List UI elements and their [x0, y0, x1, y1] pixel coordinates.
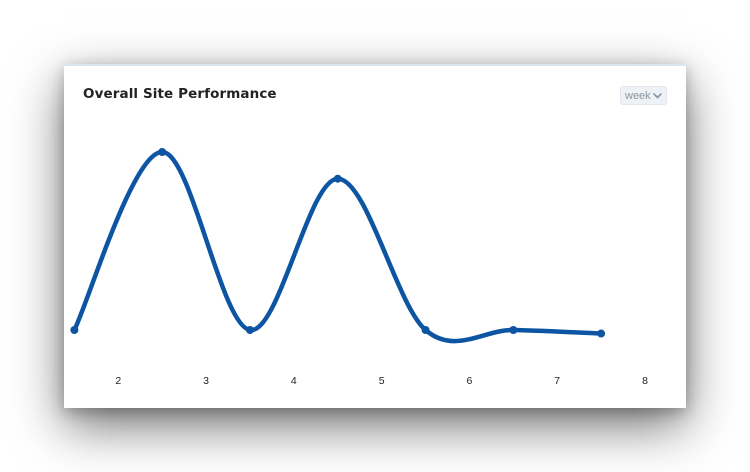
data-point[interactable]	[509, 326, 518, 334]
data-point[interactable]	[421, 326, 430, 334]
x-tick-label: 8	[642, 375, 648, 387]
x-tick-label: 3	[203, 375, 209, 387]
chevron-down-icon	[652, 91, 662, 101]
data-point[interactable]	[245, 326, 254, 334]
period-select-value: week	[625, 89, 651, 102]
x-tick-label: 2	[115, 375, 121, 387]
x-tick-label: 6	[467, 375, 473, 387]
performance-card: Overall Site Performance week 2 3 4 5 6 7 8	[64, 64, 686, 408]
x-tick-label: 4	[291, 375, 297, 387]
data-point[interactable]	[70, 326, 79, 334]
x-axis-ticks: 2 3 4 5 6 7 8	[115, 375, 648, 387]
data-point[interactable]	[333, 174, 342, 183]
data-point[interactable]	[597, 329, 606, 338]
period-select[interactable]: week	[620, 86, 667, 105]
series-points	[70, 148, 606, 338]
data-point[interactable]	[158, 148, 167, 156]
x-tick-label: 7	[554, 375, 560, 387]
performance-chart: 2 3 4 5 6 7 8	[70, 148, 648, 387]
x-tick-label: 5	[379, 375, 385, 387]
card-title: Overall Site Performance	[83, 86, 277, 102]
